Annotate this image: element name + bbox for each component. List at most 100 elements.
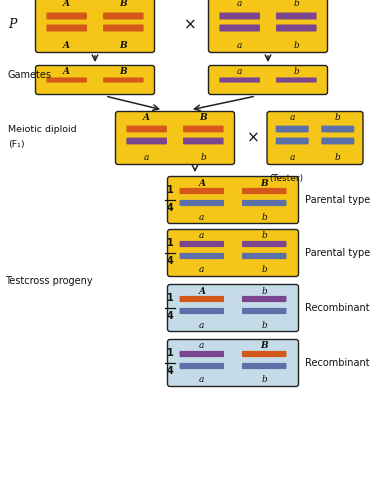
Text: Parental type: Parental type — [305, 195, 370, 205]
FancyBboxPatch shape — [276, 24, 317, 32]
FancyBboxPatch shape — [46, 12, 87, 20]
FancyBboxPatch shape — [179, 308, 224, 314]
FancyBboxPatch shape — [242, 363, 286, 369]
Text: a: a — [289, 154, 295, 163]
Text: B: B — [200, 113, 207, 122]
Text: b: b — [261, 265, 267, 275]
Text: b: b — [293, 41, 299, 50]
FancyBboxPatch shape — [35, 0, 154, 52]
FancyBboxPatch shape — [276, 77, 317, 83]
FancyBboxPatch shape — [209, 65, 328, 95]
Text: A: A — [63, 0, 70, 9]
Text: b: b — [293, 0, 299, 9]
Text: Recombinant: Recombinant — [305, 358, 370, 368]
FancyBboxPatch shape — [220, 24, 260, 32]
Text: A: A — [198, 287, 205, 296]
FancyBboxPatch shape — [167, 339, 298, 386]
Text: 1: 1 — [167, 293, 174, 303]
Text: ×: × — [246, 131, 259, 145]
FancyBboxPatch shape — [126, 126, 167, 132]
Text: 4: 4 — [167, 203, 174, 213]
FancyBboxPatch shape — [167, 285, 298, 332]
Text: 4: 4 — [167, 366, 174, 376]
FancyBboxPatch shape — [242, 241, 286, 247]
Text: 1: 1 — [167, 238, 174, 248]
Text: A: A — [198, 179, 205, 188]
FancyBboxPatch shape — [276, 138, 308, 144]
Text: a: a — [237, 0, 242, 9]
Text: b: b — [261, 287, 267, 296]
Text: a: a — [199, 265, 204, 275]
Text: Parental type: Parental type — [305, 248, 370, 258]
Text: a: a — [199, 375, 204, 384]
Text: B: B — [261, 341, 268, 350]
Text: 4: 4 — [167, 256, 174, 266]
Text: b: b — [261, 375, 267, 384]
Text: a: a — [199, 231, 204, 240]
Text: 1: 1 — [167, 348, 174, 358]
Text: b: b — [261, 213, 267, 221]
FancyBboxPatch shape — [126, 138, 167, 144]
Text: b: b — [293, 68, 299, 76]
Text: B: B — [119, 41, 127, 50]
Text: a: a — [199, 213, 204, 221]
Text: B: B — [119, 0, 127, 9]
Text: A: A — [143, 113, 150, 122]
FancyBboxPatch shape — [103, 24, 144, 32]
Text: ×: × — [184, 17, 197, 33]
FancyBboxPatch shape — [179, 188, 224, 194]
Text: (Tester): (Tester) — [269, 174, 304, 183]
FancyBboxPatch shape — [46, 24, 87, 32]
Text: b: b — [261, 231, 267, 240]
FancyBboxPatch shape — [167, 177, 298, 224]
Text: b: b — [335, 154, 341, 163]
FancyBboxPatch shape — [179, 351, 224, 357]
Text: Testcross progeny: Testcross progeny — [5, 276, 93, 286]
Text: Meiotic diploid: Meiotic diploid — [8, 125, 76, 134]
FancyBboxPatch shape — [242, 253, 286, 259]
FancyBboxPatch shape — [276, 12, 317, 20]
FancyBboxPatch shape — [179, 363, 224, 369]
Text: Gametes: Gametes — [8, 70, 52, 80]
Text: a: a — [237, 41, 242, 50]
Text: b: b — [261, 321, 267, 329]
FancyBboxPatch shape — [46, 77, 87, 83]
Text: b: b — [200, 154, 206, 163]
FancyBboxPatch shape — [321, 138, 354, 144]
Text: Recombinant: Recombinant — [305, 303, 370, 313]
FancyBboxPatch shape — [242, 188, 286, 194]
FancyBboxPatch shape — [242, 351, 286, 357]
FancyBboxPatch shape — [179, 253, 224, 259]
FancyBboxPatch shape — [183, 138, 223, 144]
FancyBboxPatch shape — [267, 111, 363, 165]
Text: a: a — [199, 341, 204, 350]
FancyBboxPatch shape — [183, 126, 223, 132]
FancyBboxPatch shape — [179, 296, 224, 302]
Text: P: P — [8, 19, 16, 32]
Text: (F₁): (F₁) — [8, 140, 25, 148]
Text: a: a — [289, 113, 295, 122]
Text: 1: 1 — [167, 185, 174, 195]
FancyBboxPatch shape — [209, 0, 328, 52]
Text: b: b — [335, 113, 341, 122]
FancyBboxPatch shape — [179, 200, 224, 206]
Text: A: A — [63, 68, 70, 76]
FancyBboxPatch shape — [115, 111, 234, 165]
FancyBboxPatch shape — [276, 126, 308, 132]
FancyBboxPatch shape — [242, 200, 286, 206]
Text: a: a — [144, 154, 149, 163]
Text: A: A — [63, 41, 70, 50]
FancyBboxPatch shape — [242, 308, 286, 314]
Text: B: B — [119, 68, 127, 76]
Text: 4: 4 — [167, 311, 174, 321]
FancyBboxPatch shape — [35, 65, 154, 95]
Text: a: a — [199, 321, 204, 329]
Text: B: B — [261, 179, 268, 188]
FancyBboxPatch shape — [167, 229, 298, 276]
FancyBboxPatch shape — [242, 296, 286, 302]
FancyBboxPatch shape — [103, 12, 144, 20]
FancyBboxPatch shape — [179, 241, 224, 247]
FancyBboxPatch shape — [103, 77, 144, 83]
Text: a: a — [237, 68, 242, 76]
FancyBboxPatch shape — [321, 126, 354, 132]
